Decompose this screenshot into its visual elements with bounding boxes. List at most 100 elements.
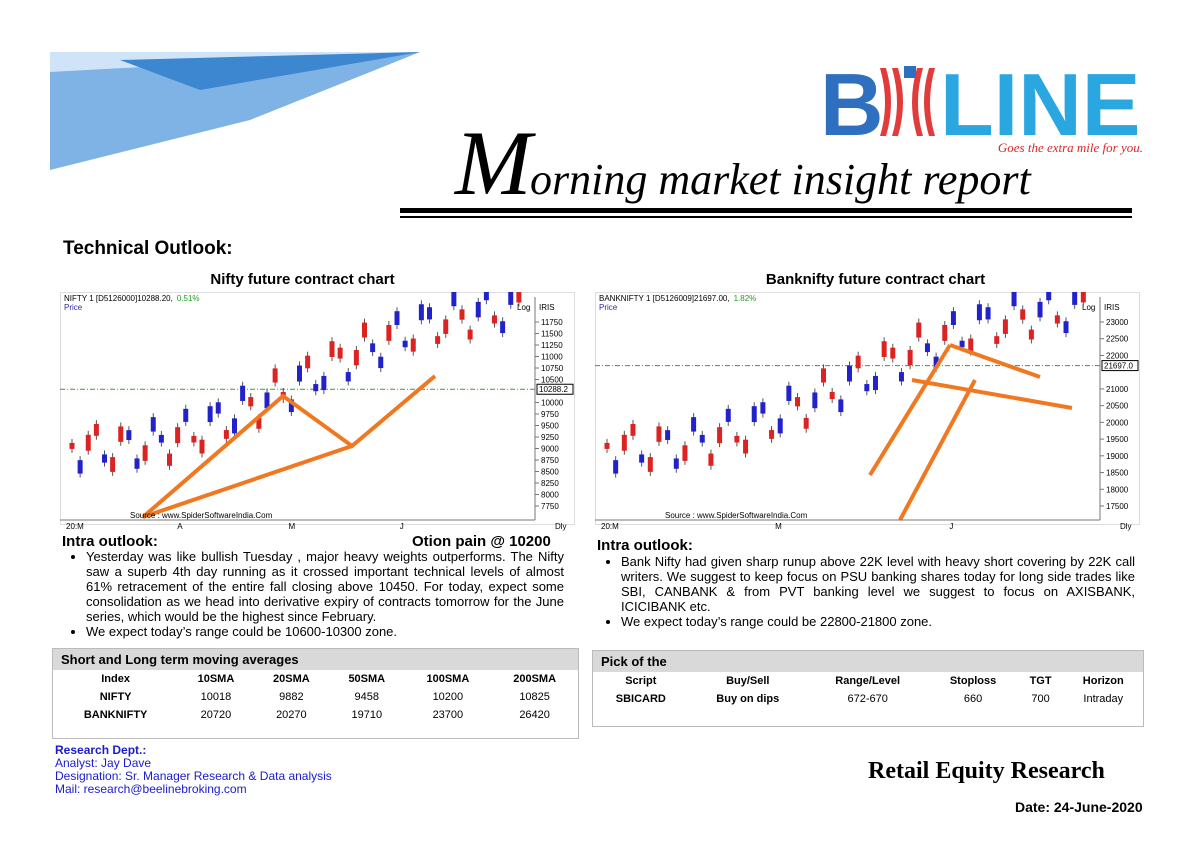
nifty-chart: NIFTY 1 [D5126000]10288.20, 0.51% Price Log… (60, 292, 575, 531)
candle-body (751, 406, 757, 423)
candle-body (118, 426, 124, 442)
column-header: Range/Level (835, 675, 901, 687)
candle-body (847, 365, 852, 382)
last-price-box (1101, 360, 1139, 372)
candle-body (682, 445, 688, 461)
candle-body (345, 372, 351, 382)
chart-title: Nifty future contract chart (210, 271, 395, 288)
candle-body (613, 460, 619, 474)
column-header: 100SMA (426, 673, 470, 685)
candle-body (639, 454, 645, 463)
indicator-label: IRIS (539, 303, 555, 312)
column-header: 10SMA (197, 673, 235, 685)
candle-body (370, 343, 376, 353)
plot-frame (60, 292, 575, 525)
tagline: Goes the extra mile for you. (998, 140, 1143, 155)
chart-symbol: NIFTY 1 [D5126000]10288.20, (64, 294, 173, 303)
candle-body (1011, 292, 1017, 307)
candle-body (410, 338, 416, 352)
cell: 700 (1031, 693, 1050, 705)
candle-body (232, 418, 237, 434)
candle-body (968, 338, 974, 352)
cell: 9458 (354, 691, 380, 703)
candle-body (427, 307, 432, 320)
candle-body (795, 397, 801, 407)
last-price: 10288.2 (539, 385, 568, 394)
scale-label: Log (1082, 303, 1095, 312)
candle-body (516, 292, 522, 303)
candle-body (1063, 321, 1069, 334)
column-header: Index (101, 673, 130, 685)
header-row: Index 10SMA 20SMA 50SMA 100SMA 200SMA (53, 670, 578, 688)
candle-body (435, 336, 441, 344)
candle-body (881, 341, 887, 357)
y-tick-label: 8750 (541, 456, 559, 465)
x-tick-label: A (177, 522, 183, 531)
candle-body (916, 322, 922, 338)
candle-body (126, 430, 132, 440)
candle-body (305, 355, 311, 369)
y-tick-label: 10750 (541, 364, 564, 373)
candle-body (717, 427, 723, 444)
candle-body (142, 445, 148, 461)
research: Research Dept.: Analyst: Jay Dave Design… (55, 744, 332, 796)
candle-body (240, 385, 246, 401)
swoosh (50, 52, 420, 170)
y-tick-label: 9750 (541, 410, 559, 419)
cell: Intraday (1083, 693, 1124, 705)
candle-body (1028, 329, 1034, 340)
candle-body (673, 458, 679, 469)
y-tick-label: 21000 (1106, 385, 1129, 394)
y-tick-label: 22000 (1106, 351, 1129, 360)
candle-body (85, 434, 91, 451)
candle-body (134, 458, 140, 469)
column-header: Horizon (1082, 675, 1124, 687)
candle-body (102, 454, 107, 463)
candle-body (418, 304, 424, 321)
y-tick-label: 23000 (1106, 318, 1129, 327)
chart-symbol: BANKNIFTY 1 [D5126009]21697.00, (599, 294, 730, 303)
candle-body (500, 321, 506, 334)
last-price-box (536, 383, 574, 395)
candle-body (855, 355, 861, 369)
candle-body (647, 457, 653, 472)
candle-body (297, 365, 302, 382)
candle-body (708, 453, 714, 466)
candle-body (394, 311, 400, 325)
x-tick-label: 20:M (66, 522, 84, 531)
title-rule (400, 216, 1132, 218)
candle-body (459, 309, 465, 320)
chart-source: Source : www.SpiderSoftwareIndia.Com (665, 511, 808, 520)
column-header: Buy/Sell (726, 675, 770, 687)
cell: SBICARD (615, 693, 666, 705)
ma-table: Index 10SMA 20SMA 50SMA 100SMA 200SMA NIFTY 100… (53, 670, 578, 724)
candle-body (924, 343, 930, 353)
candle-body (93, 424, 99, 436)
row: BANKNIFTY 20720 20270 19710 23700 26420 (53, 706, 578, 724)
candle-body (150, 417, 156, 432)
pick-table: Script Buy/Sell Range/Level Stoploss TGT Hori… (593, 672, 1143, 708)
x-tick-label: M (289, 522, 296, 531)
y-tick-label: 9250 (541, 433, 559, 442)
title-rule (400, 208, 1132, 213)
cell: BANKNIFTY (83, 709, 148, 721)
chart-source: Source : www.SpiderSoftwareIndia.Com (130, 511, 273, 520)
trend-lines (868, 343, 1073, 521)
candle-body (691, 417, 697, 432)
y-tick-label: 7750 (541, 502, 559, 511)
candle-body (1054, 315, 1060, 324)
outlook-heading: Intra outlook: (597, 537, 693, 554)
y-tick-label: 19500 (1106, 435, 1129, 444)
logo-b: B (820, 55, 884, 154)
research-dept: Research Dept.: (55, 743, 147, 757)
cell: NIFTY (99, 691, 132, 703)
candle-body (872, 375, 878, 391)
candle-body (313, 384, 319, 392)
candle-body (994, 336, 1000, 344)
mail: Mail: research@beelinebroking.com (55, 782, 247, 796)
candle-body (604, 442, 610, 449)
candle-body (665, 430, 671, 440)
footer-date: Date: 24-June-2020 (1015, 799, 1143, 815)
candle-body (467, 329, 473, 340)
header-graphics: B LINE Goes the extra mile for you. M or… (50, 52, 1143, 218)
